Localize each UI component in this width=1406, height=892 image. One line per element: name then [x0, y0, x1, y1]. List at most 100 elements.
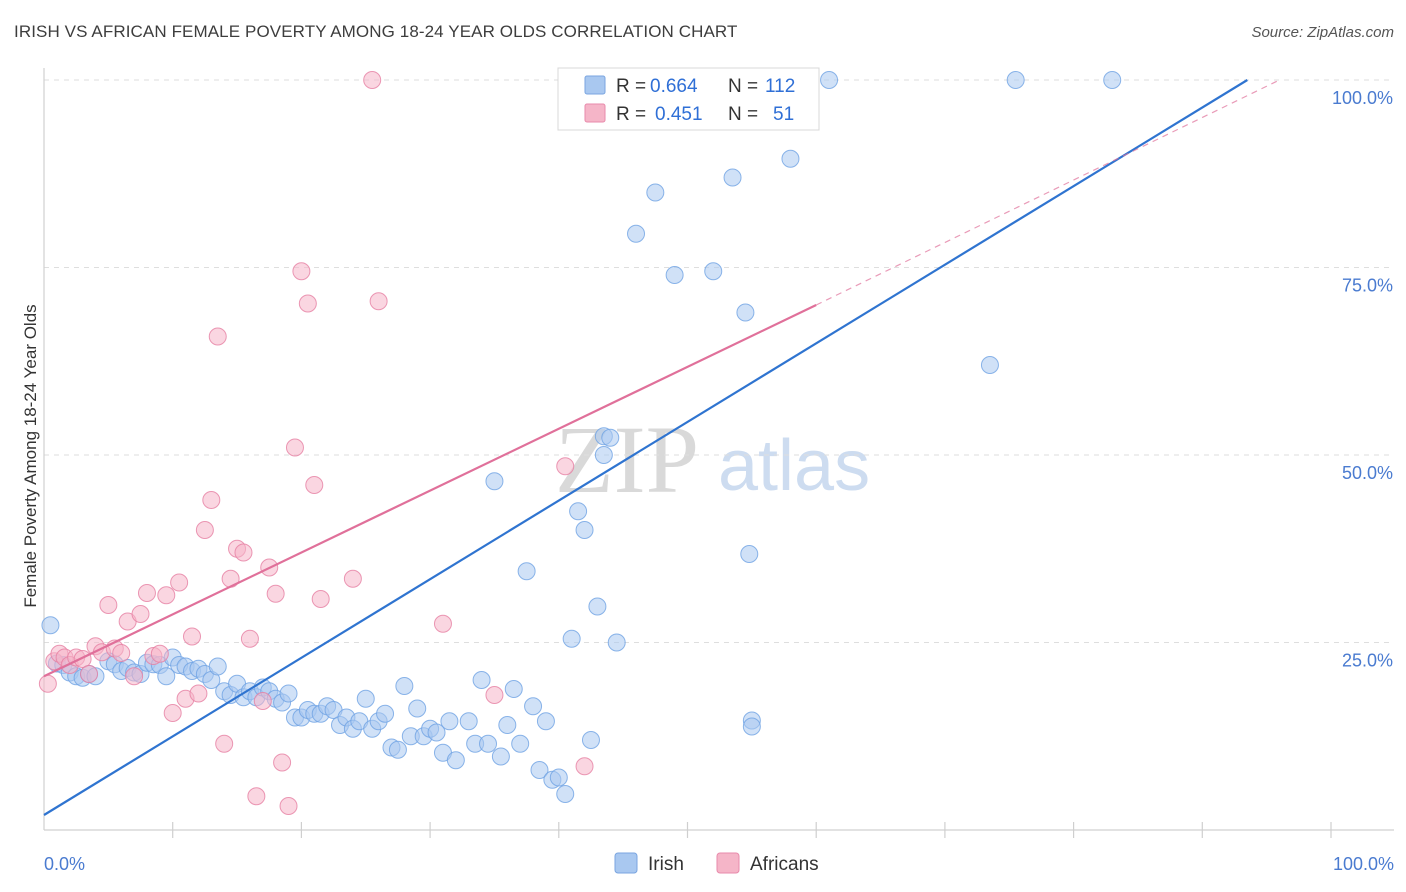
data-point-irish — [472, 671, 491, 689]
data-point-africans — [202, 491, 221, 509]
data-point-irish — [440, 712, 459, 731]
data-point-irish — [607, 633, 626, 652]
data-point-africans — [73, 650, 92, 668]
data-point-irish — [427, 723, 446, 742]
data-point-africans — [575, 757, 594, 776]
y-tick-labels: 25.0% 50.0% 75.0% 100.0% — [1332, 88, 1393, 671]
data-point-irish — [646, 183, 665, 202]
series-irish-points — [41, 71, 1122, 803]
data-point-irish — [781, 149, 800, 168]
data-point-irish — [601, 428, 620, 447]
bottom-legend-label-irish: Irish — [648, 854, 684, 875]
data-point-irish — [446, 751, 465, 770]
trend-line-irish — [43, 79, 1248, 816]
legend-r-value-africans: 0.451 — [655, 104, 703, 125]
data-point-africans — [170, 573, 189, 592]
data-point-irish — [279, 684, 298, 703]
data-point-irish — [556, 785, 575, 803]
data-point-africans — [215, 734, 234, 753]
legend-r-value-irish: 0.664 — [650, 76, 698, 97]
legend-n-value-africans: 51 — [773, 104, 794, 125]
data-point-irish — [479, 734, 498, 753]
data-point-africans — [208, 327, 227, 346]
data-point-africans — [247, 787, 266, 806]
data-point-africans — [195, 521, 214, 539]
y-tick-label: 100.0% — [1332, 88, 1393, 108]
data-point-africans — [343, 569, 362, 588]
data-point-irish — [742, 717, 761, 736]
data-point-africans — [112, 644, 131, 662]
legend-r-label-africans: R = — [616, 104, 646, 125]
data-point-irish — [530, 761, 549, 779]
data-point-africans — [556, 457, 575, 476]
axes — [43, 68, 1394, 831]
x-tick-label-min: 0.0% — [44, 854, 85, 874]
data-point-africans — [157, 586, 176, 605]
data-point-africans — [240, 629, 259, 648]
data-point-irish — [395, 677, 414, 695]
legend-swatch-africans — [584, 103, 606, 123]
data-point-africans — [131, 605, 150, 623]
trend-lines — [43, 79, 1280, 816]
data-point-irish — [549, 768, 568, 787]
bottom-legend-swatch-africans — [716, 852, 740, 874]
data-point-africans — [363, 71, 382, 89]
data-point-irish — [491, 747, 510, 766]
trend-extension-africans — [815, 79, 1280, 306]
trend-line-africans — [43, 304, 817, 678]
data-point-irish — [376, 704, 395, 723]
data-point-africans — [253, 692, 272, 710]
bottom-legend: Irish Africans — [614, 852, 819, 875]
y-axis-title: Female Poverty Among 18-24 Year Olds — [21, 304, 40, 607]
data-point-irish — [1006, 71, 1025, 89]
y-tick-label: 25.0% — [1342, 651, 1393, 671]
data-point-irish — [820, 71, 839, 89]
x-tick-label-max: 100.0% — [1333, 854, 1394, 874]
data-point-africans — [433, 614, 452, 633]
data-point-africans — [234, 543, 253, 562]
data-point-irish — [498, 716, 517, 734]
data-point-africans — [80, 665, 99, 683]
data-point-africans — [305, 476, 324, 494]
data-point-africans — [369, 292, 388, 311]
data-point-irish — [504, 680, 523, 698]
data-point-africans — [189, 684, 208, 703]
data-point-irish — [569, 502, 588, 521]
data-point-africans — [298, 294, 317, 313]
data-point-africans — [285, 438, 304, 457]
data-point-africans — [99, 596, 118, 614]
y-tick-label: 50.0% — [1342, 463, 1393, 483]
data-point-irish — [536, 712, 555, 731]
data-point-irish — [980, 356, 999, 374]
data-point-africans — [485, 686, 504, 704]
data-point-irish — [627, 224, 646, 243]
data-point-irish — [665, 266, 684, 284]
data-point-irish — [594, 446, 613, 464]
data-point-africans — [125, 667, 144, 686]
data-point-irish — [562, 629, 581, 648]
data-point-irish — [1103, 71, 1122, 89]
data-point-africans — [266, 584, 285, 603]
data-point-irish — [408, 699, 427, 718]
data-point-irish — [723, 168, 742, 187]
watermark-atlas: atlas — [718, 426, 870, 506]
data-point-irish — [575, 521, 594, 539]
data-point-irish — [208, 657, 227, 676]
data-point-africans — [150, 644, 169, 663]
data-point-irish — [459, 712, 478, 731]
data-point-irish — [581, 731, 600, 749]
data-point-irish — [388, 740, 407, 759]
data-point-irish — [524, 697, 543, 716]
legend: R = 0.664 N = 112 R = 0.451 N = 51 — [557, 67, 820, 131]
legend-swatch-irish — [584, 75, 606, 95]
data-point-africans — [273, 753, 292, 772]
legend-n-label-irish: N = — [728, 76, 758, 97]
data-point-irish — [704, 262, 723, 281]
data-point-africans — [163, 704, 182, 722]
data-point-irish — [157, 667, 176, 686]
source-label: Source: ZipAtlas.com — [1251, 24, 1394, 41]
data-point-irish — [736, 303, 755, 322]
legend-n-value-irish: 112 — [765, 76, 795, 97]
legend-r-label-irish: R = — [616, 76, 646, 97]
